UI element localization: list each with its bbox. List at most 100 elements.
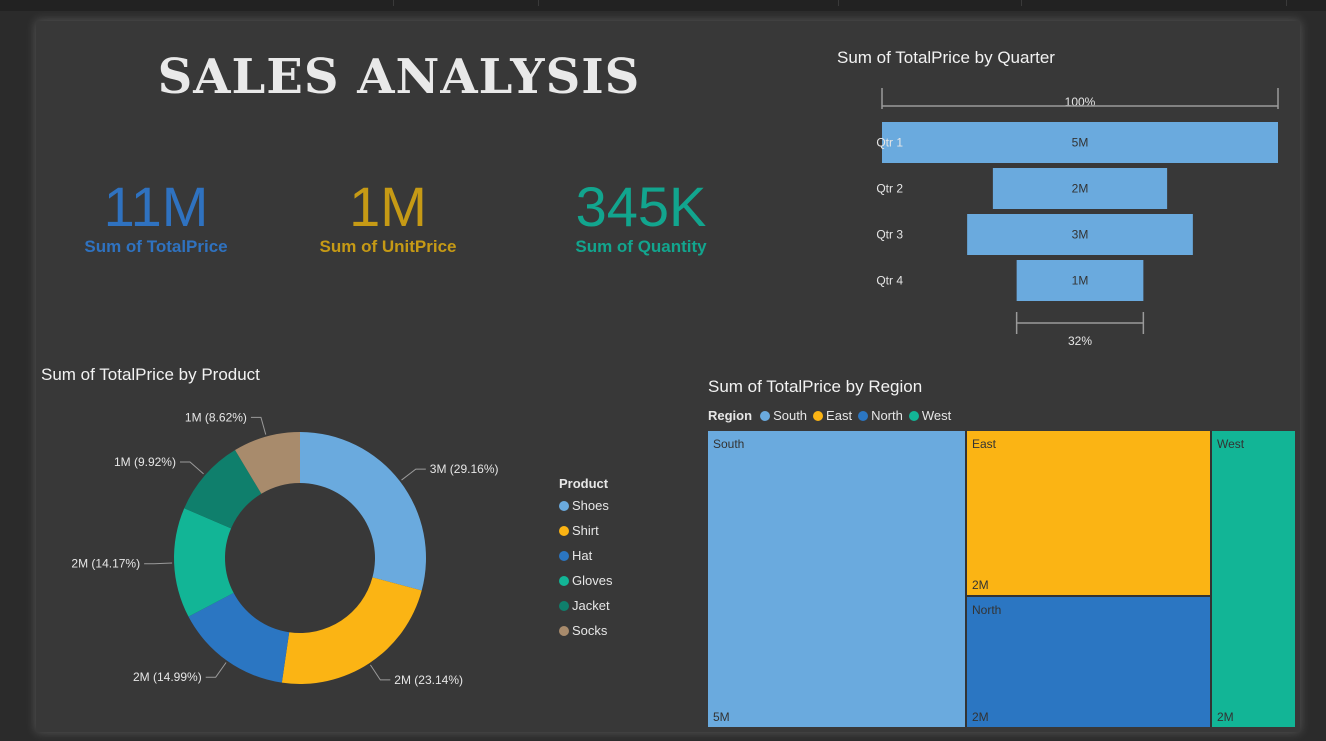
- tile-value-label: 2M: [972, 710, 989, 724]
- window-top-bar: [0, 0, 1326, 11]
- legend-swatch: [559, 600, 569, 611]
- donut-slice-shoes[interactable]: [300, 432, 426, 591]
- donut-slice-jacket[interactable]: [184, 450, 262, 529]
- treemap-tile-west[interactable]: West 2M: [1212, 431, 1295, 727]
- tile-value-label: 2M: [1217, 710, 1234, 724]
- legend-item-south[interactable]: South: [760, 408, 807, 423]
- donut-slice-socks[interactable]: [235, 432, 300, 494]
- donut-chart[interactable]: 3M (29.16%) 2M (23.14%) 2M (14.99%) 2M (14.…: [36, 391, 536, 711]
- funnel-chart-title: Sum of TotalPrice by Quarter: [837, 48, 1055, 67]
- kpi-card-quantity[interactable]: 345K Sum of Quantity: [521, 171, 761, 257]
- funnel-bar[interactable]: [1016, 260, 1144, 301]
- legend-swatch: [559, 575, 569, 586]
- tile-category-label: South: [713, 437, 745, 451]
- funnel-bottom-percent: 32%: [1068, 334, 1092, 348]
- donut-slice-shirt[interactable]: [281, 577, 422, 684]
- funnel-bar[interactable]: [882, 122, 1278, 163]
- funnel-bar-value-label: 2M: [1072, 182, 1089, 196]
- donut-leader-line: [144, 562, 173, 565]
- funnel-bar-value-label: 3M: [1072, 228, 1089, 242]
- funnel-bar[interactable]: [992, 168, 1168, 209]
- donut-leader-line: [250, 416, 267, 435]
- legend-label: East: [826, 408, 853, 423]
- legend-item-gloves[interactable]: Gloves: [559, 568, 612, 593]
- donut-data-label: 2M (14.17%): [71, 557, 140, 571]
- funnel-bar-value-label: 5M: [1072, 136, 1089, 150]
- product-legend: Product Shoes Shirt Hat Gloves Jacket Socks: [559, 476, 612, 643]
- legend-item-north[interactable]: North: [858, 408, 903, 423]
- legend-swatch: [559, 500, 569, 511]
- treemap-chart-title: Sum of TotalPrice by Region: [708, 377, 923, 396]
- donut-data-label: 3M (29.16%): [430, 462, 499, 476]
- treemap-tile-north[interactable]: North 2M: [967, 597, 1210, 727]
- funnel-category-label: Qtr 3: [876, 228, 903, 242]
- legend-swatch: [908, 410, 919, 421]
- donut-slice-hat[interactable]: [188, 592, 290, 683]
- legend-label: Gloves: [572, 573, 613, 588]
- kpi-card-unit-price[interactable]: 1M Sum of UnitPrice: [268, 171, 508, 257]
- funnel-top-percent: 100%: [1065, 95, 1096, 109]
- legend-swatch: [559, 525, 569, 536]
- donut-slice-gloves[interactable]: [174, 508, 234, 617]
- legend-label: Shirt: [572, 523, 599, 538]
- donut-leader-line: [179, 461, 204, 475]
- top-bar-divider: [538, 0, 539, 6]
- tile-value-label: 2M: [972, 578, 989, 592]
- tile-category-label: East: [972, 437, 997, 451]
- funnel-bar[interactable]: [967, 214, 1193, 255]
- legend-swatch: [813, 410, 824, 421]
- kpi-card-total-price[interactable]: 11M Sum of TotalPrice: [36, 171, 276, 257]
- legend-label: South: [773, 408, 808, 423]
- legend-title: Product: [559, 476, 609, 491]
- funnel-category-label: Qtr 2: [876, 182, 903, 196]
- donut-leader-line: [369, 664, 391, 681]
- tile-value-label: 5M: [713, 710, 730, 724]
- page-title: SALES ANALYSIS: [157, 49, 641, 105]
- kpi-value: 345K: [575, 175, 707, 238]
- treemap-chart[interactable]: South 5M East 2M North 2M West 2M: [708, 431, 1295, 727]
- top-bar-divider: [1021, 0, 1022, 6]
- legend-label: Shoes: [572, 498, 609, 513]
- region-legend: Region South East North West: [708, 408, 953, 423]
- kpi-label: Sum of TotalPrice: [84, 237, 228, 256]
- legend-swatch: [559, 625, 569, 636]
- donut-leader-line: [401, 468, 426, 481]
- treemap-tile-south[interactable]: South 5M: [708, 431, 965, 727]
- donut-data-label: 1M (9.92%): [114, 455, 176, 469]
- legend-item-east[interactable]: East: [813, 408, 852, 423]
- donut-data-label: 2M (23.14%): [394, 673, 463, 687]
- kpi-label: Sum of UnitPrice: [319, 237, 457, 256]
- tile-category-label: West: [1217, 437, 1245, 451]
- tile-category-label: North: [972, 603, 1002, 617]
- funnel-category-label: Qtr 4: [876, 274, 903, 288]
- legend-swatch: [760, 410, 771, 421]
- treemap-tile-east[interactable]: East 2M: [967, 431, 1210, 595]
- top-bar-divider: [838, 0, 839, 6]
- legend-item-shirt[interactable]: Shirt: [559, 518, 612, 543]
- legend-title: Region: [708, 408, 753, 423]
- funnel-chart[interactable]: 100% 5M Qtr 1 2M Qtr 2 3M Qtr 3 1M Qtr 4 32%: [816, 69, 1296, 359]
- top-bar-divider: [1286, 0, 1287, 6]
- report-canvas: SALES ANALYSIS 11M Sum of TotalPrice 1M …: [36, 21, 1300, 732]
- legend-item-west[interactable]: West: [908, 408, 952, 423]
- top-bar-divider: [393, 0, 394, 6]
- funnel-category-label: Qtr 1: [876, 136, 903, 150]
- legend-swatch: [559, 550, 569, 561]
- donut-data-label: 1M (8.62%): [185, 410, 247, 424]
- legend-item-jacket[interactable]: Jacket: [559, 593, 612, 618]
- legend-label: North: [871, 408, 903, 423]
- legend-item-hat[interactable]: Hat: [559, 543, 612, 568]
- legend-label: Socks: [572, 623, 608, 638]
- legend-label: West: [921, 408, 952, 423]
- kpi-label: Sum of Quantity: [575, 237, 707, 256]
- kpi-value: 11M: [103, 175, 209, 238]
- legend-item-socks[interactable]: Socks: [559, 618, 612, 643]
- funnel-bar-value-label: 1M: [1072, 274, 1089, 288]
- legend-label: Hat: [572, 548, 593, 563]
- donut-data-label: 2M (14.99%): [133, 670, 202, 684]
- donut-chart-title: Sum of TotalPrice by Product: [41, 365, 260, 384]
- legend-swatch: [858, 410, 869, 421]
- legend-label: Jacket: [572, 598, 610, 613]
- donut-leader-line: [205, 662, 227, 678]
- legend-item-shoes[interactable]: Shoes: [559, 493, 612, 518]
